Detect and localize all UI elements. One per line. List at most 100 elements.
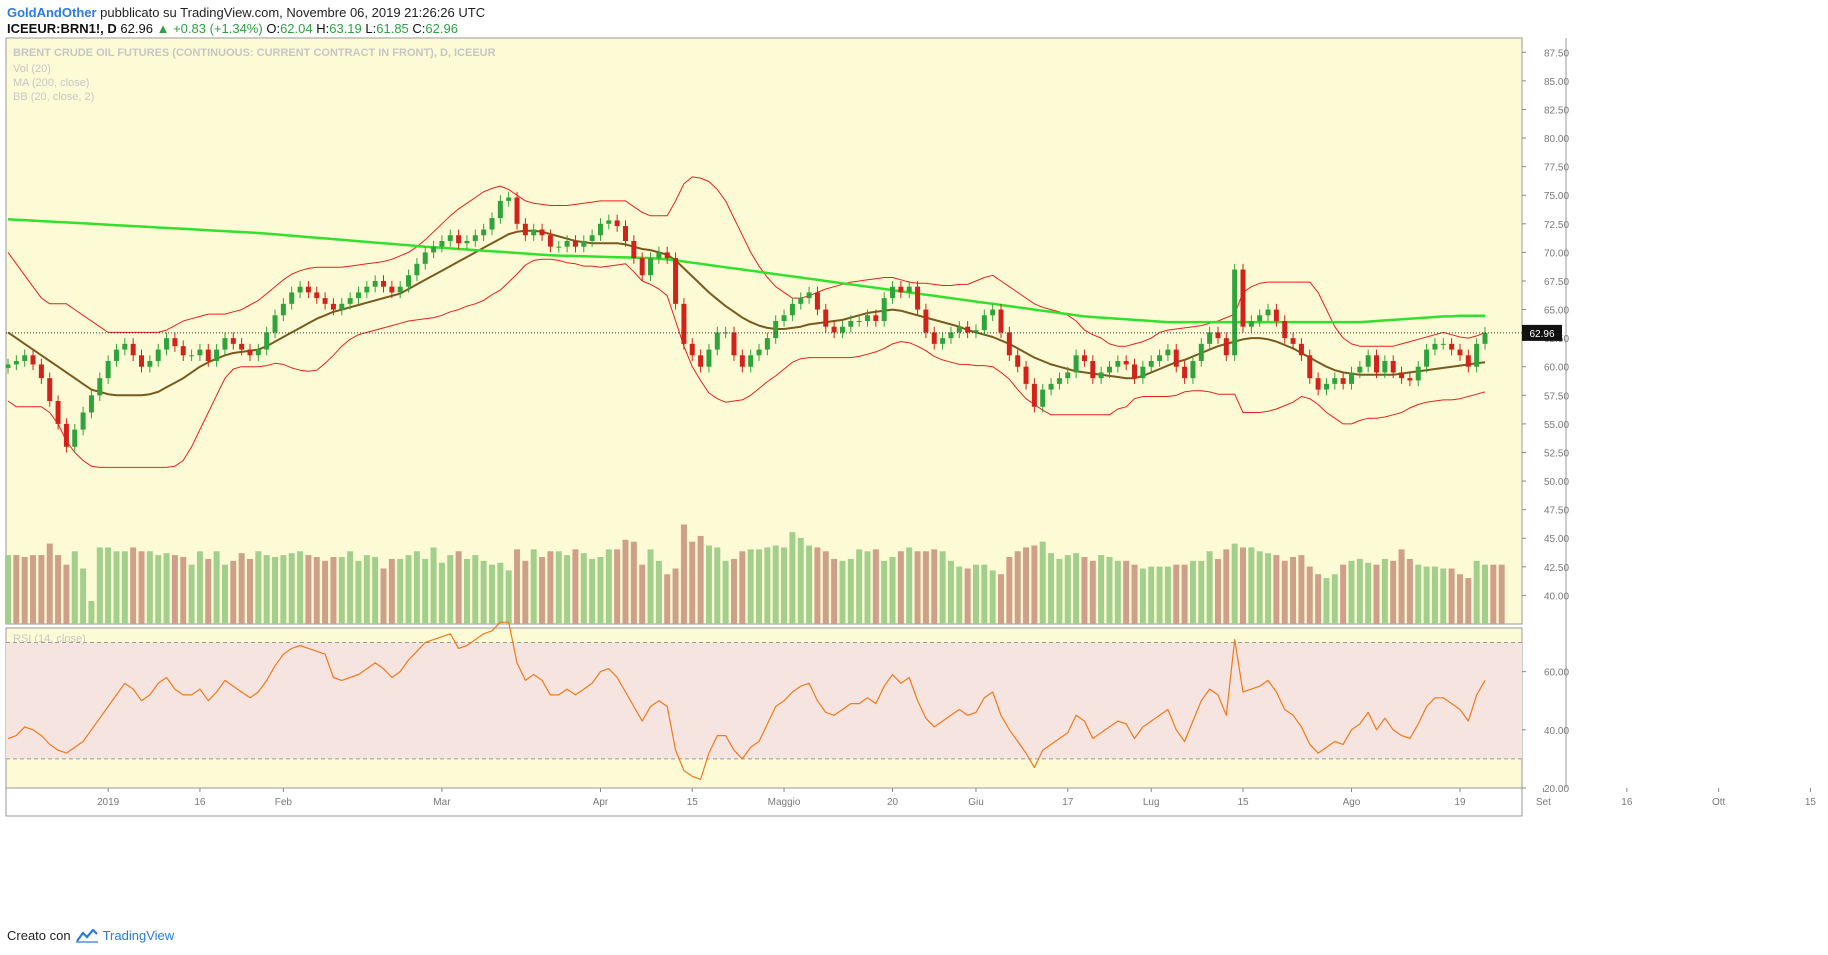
volume-bar bbox=[1465, 578, 1472, 624]
candle-body bbox=[856, 320, 862, 322]
author-name[interactable]: GoldAndOther bbox=[7, 5, 97, 20]
volume-bar bbox=[931, 549, 938, 624]
candle-body bbox=[472, 235, 478, 241]
volume-bar bbox=[614, 549, 621, 624]
volume-bar bbox=[772, 545, 779, 624]
volume-bar bbox=[480, 560, 487, 624]
volume-bar bbox=[1156, 566, 1163, 624]
high-value: 63.19 bbox=[329, 21, 362, 36]
candle-body bbox=[1232, 269, 1238, 356]
volume-bar bbox=[1398, 549, 1405, 624]
volume-bar bbox=[447, 555, 454, 624]
volume-bar bbox=[163, 553, 170, 624]
candle-body bbox=[606, 220, 612, 224]
volume-bar bbox=[597, 557, 604, 624]
candle-body bbox=[773, 320, 779, 339]
candle-body bbox=[1132, 364, 1138, 379]
candle-body bbox=[564, 240, 570, 247]
volume-bar bbox=[781, 547, 788, 624]
candle-body bbox=[1474, 343, 1480, 367]
volume-bar bbox=[555, 551, 562, 624]
volume-bar bbox=[1139, 568, 1146, 624]
tradingview-link[interactable]: TradingView bbox=[102, 928, 175, 943]
volume-bar bbox=[505, 570, 512, 624]
volume-bar bbox=[822, 551, 829, 624]
candle-body bbox=[1257, 315, 1263, 321]
volume-bar bbox=[1248, 547, 1255, 624]
volume-bar bbox=[1240, 547, 1247, 624]
candle-body bbox=[973, 330, 979, 333]
candle-body bbox=[297, 286, 303, 293]
volume-bar bbox=[889, 557, 896, 624]
candle-body bbox=[80, 412, 86, 430]
volume-bar bbox=[1114, 560, 1121, 624]
candle-body bbox=[1140, 366, 1146, 379]
volume-bar bbox=[171, 555, 178, 624]
candle-body bbox=[364, 286, 370, 293]
candle-body bbox=[923, 309, 929, 333]
price-axis-label: 45.00 bbox=[1544, 534, 1569, 545]
candle-body bbox=[164, 338, 170, 350]
candle-body bbox=[614, 220, 620, 227]
volume-bar bbox=[288, 553, 295, 624]
candle-body bbox=[139, 355, 145, 367]
candle-body bbox=[406, 275, 412, 287]
candle-body bbox=[1424, 349, 1430, 367]
candle-body bbox=[748, 355, 754, 367]
candle-body bbox=[1265, 309, 1271, 316]
volume-bar bbox=[1340, 564, 1347, 624]
candle-body bbox=[581, 240, 587, 247]
candle-body bbox=[272, 315, 278, 333]
volume-bar bbox=[1482, 564, 1488, 624]
volume-bar bbox=[305, 555, 312, 624]
candle-body bbox=[389, 286, 395, 293]
candle-body bbox=[431, 246, 437, 253]
candle-body bbox=[1006, 332, 1012, 356]
volume-bar bbox=[956, 566, 963, 624]
volume-bar bbox=[998, 574, 1005, 624]
candle-body bbox=[1198, 343, 1204, 362]
volume-bar bbox=[146, 551, 153, 624]
candle-body bbox=[814, 292, 820, 310]
candle-body bbox=[915, 286, 921, 310]
volume-bar bbox=[831, 558, 838, 624]
candle-body bbox=[1173, 349, 1179, 367]
candle-body bbox=[965, 326, 971, 333]
tradingview-logo-icon bbox=[75, 928, 98, 943]
candle-body bbox=[1415, 366, 1421, 381]
volume-bar bbox=[1064, 555, 1071, 624]
candle-body bbox=[264, 332, 270, 350]
volume-bar bbox=[180, 557, 187, 624]
last-price: 62.96 bbox=[120, 21, 153, 36]
volume-bar bbox=[338, 557, 345, 624]
volume-bar bbox=[413, 551, 420, 624]
volume-bar bbox=[655, 560, 662, 624]
volume-bar bbox=[80, 568, 87, 624]
time-axis-label: Maggio bbox=[768, 797, 801, 808]
candle-body bbox=[823, 309, 829, 327]
candle-body bbox=[130, 343, 136, 356]
candle-body bbox=[197, 349, 203, 356]
candle-body bbox=[1374, 355, 1380, 373]
volume-bar bbox=[1490, 564, 1497, 624]
candle-body bbox=[497, 200, 503, 219]
candle-body bbox=[1348, 372, 1354, 384]
candle-body bbox=[172, 338, 178, 347]
volume-bar bbox=[881, 560, 888, 624]
volume-bar bbox=[1148, 566, 1155, 624]
candle-body bbox=[47, 378, 53, 402]
candle-body bbox=[189, 355, 195, 357]
volume-bar bbox=[864, 551, 871, 624]
candle-body bbox=[656, 252, 662, 259]
price-axis-label: 70.00 bbox=[1544, 248, 1569, 259]
candle-body bbox=[698, 355, 704, 367]
rsi-axis-label: 40.00 bbox=[1544, 726, 1569, 737]
candle-body bbox=[239, 343, 245, 350]
volume-bar bbox=[438, 562, 445, 624]
symbol: ICEEUR:BRN1!, D bbox=[7, 21, 117, 36]
volume-bar bbox=[1373, 564, 1380, 624]
candle-body bbox=[22, 355, 28, 362]
candle-body bbox=[731, 332, 737, 356]
candle-body bbox=[1240, 269, 1246, 327]
